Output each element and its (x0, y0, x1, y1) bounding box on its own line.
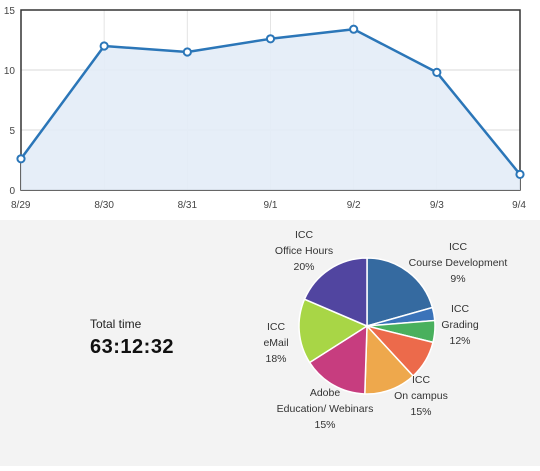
x-tick-label: 8/30 (94, 200, 114, 211)
summary-panel: Total time 63:12:32 ICC Office Hours 20% IC… (0, 220, 540, 466)
pie-label: 18% (265, 353, 286, 365)
pie-label: 15% (410, 406, 431, 418)
area-fill (21, 29, 520, 191)
x-tick-label: 8/29 (11, 200, 31, 211)
pie-label: Course Development (409, 257, 508, 269)
pie-label: Office Hours (275, 245, 333, 257)
pie-slice[interactable] (308, 324, 368, 395)
y-tick-label: 15 (4, 6, 16, 17)
pie-label: Grading (441, 319, 479, 331)
pie-label: 9% (450, 273, 465, 285)
y-tick-label: 10 (4, 66, 16, 77)
data-point[interactable] (99, 41, 109, 51)
x-tick-label: 9/1 (264, 200, 278, 211)
data-point[interactable] (16, 154, 26, 164)
data-point[interactable] (432, 67, 442, 78)
pie-label: ICC (449, 241, 468, 253)
data-point[interactable] (349, 24, 359, 34)
pie-slice[interactable] (303, 257, 368, 328)
pie-label: ICC (295, 229, 314, 241)
pie-label: ICC (451, 303, 470, 315)
pie-label: eMail (263, 337, 288, 349)
y-tick-label: 5 (9, 126, 15, 137)
pie-slice[interactable] (366, 257, 434, 327)
pie-label: 12% (449, 335, 470, 347)
data-point[interactable] (182, 47, 192, 57)
total-time-label: Total time (90, 317, 142, 331)
line-chart: 0 5 10 15 8/29 8/30 8/31 9/1 9/2 9/3 9/4 (4, 6, 527, 211)
x-tick-label: 9/4 (512, 200, 526, 211)
x-tick-label: 9/3 (430, 200, 444, 211)
x-tick-label: 9/2 (347, 200, 361, 211)
y-tick-label: 0 (9, 186, 15, 197)
pie-label: 15% (314, 419, 335, 431)
pie-label: ICC (412, 374, 431, 386)
pie-label: On campus (394, 390, 448, 402)
pie-slice[interactable] (298, 298, 369, 364)
pie-label: ICC (267, 321, 286, 333)
x-tick-label: 8/31 (178, 200, 198, 211)
pie-label: Adobe (310, 387, 341, 399)
total-time-value: 63:12:32 (90, 336, 175, 358)
data-point[interactable] (265, 34, 276, 44)
line-chart-panel: 0 5 10 15 8/29 8/30 8/31 9/1 9/2 9/3 9/4 (0, 0, 540, 220)
pie-label: 20% (293, 261, 314, 273)
data-point[interactable] (515, 169, 525, 179)
pie-label: Education/ Webinars (277, 403, 374, 415)
pie-chart: ICC Office Hours 20% ICC Course Development 9… (263, 229, 508, 431)
